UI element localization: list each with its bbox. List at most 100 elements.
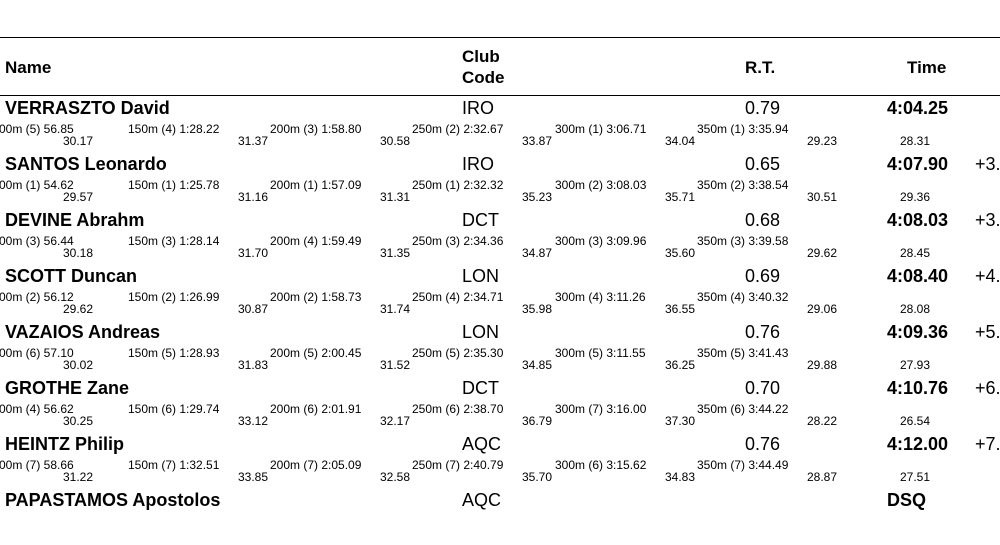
final-time: 4:08.40 (887, 266, 949, 286)
split-cell: 350m (7) 3:44.49 28.87 (697, 459, 837, 489)
split-label: 300m (5) 3:11.55 (555, 346, 646, 360)
time-behind: +4. (975, 266, 1000, 286)
split-lap-time: 31.31 (379, 190, 410, 204)
result-row: GROTHE Zane DCT 0.70 4:10.76 +6. 00m (4) 56.6… (0, 377, 1000, 433)
split-cell: 00m (5) 56.85 30.17 (0, 123, 93, 153)
split-label: 200m (3) 1:58.80 (270, 122, 362, 136)
split-label: 350m (1) 3:35.94 (697, 122, 789, 136)
split-lap-time: 35.23 (521, 190, 552, 204)
club-code: AQC (462, 490, 502, 510)
split-label: 00m (6) 57.10 (0, 346, 74, 360)
split-lap-time: 35.70 (521, 470, 552, 484)
split-lap-time: 31.16 (237, 190, 268, 204)
swimmer-name: VAZAIOS Andreas (5, 322, 161, 342)
split-cell: 300m (3) 3:09.96 35.60 (555, 235, 695, 265)
split-cell: 150m (7) 1:32.51 33.85 (128, 459, 268, 489)
split-label: 350m (4) 3:40.32 (697, 290, 789, 304)
split-lap-time: 28.22 (806, 414, 837, 428)
club-code: AQC (462, 434, 502, 454)
final-time: 4:08.03 (887, 210, 949, 230)
split-cell: 250m (7) 2:40.79 35.70 (412, 459, 552, 489)
reaction-time: 0.68 (745, 210, 781, 230)
split-cell: 200m (6) 2:01.91 32.17 (270, 403, 410, 433)
split-lap-time: 36.79 (521, 414, 552, 428)
split-label: 350m (3) 3:39.58 (697, 234, 789, 248)
split-cell: 200m (5) 2:00.45 31.52 (270, 347, 410, 377)
split-lap-time: 36.55 (664, 302, 695, 316)
swimmer-name: SANTOS Leonardo (5, 154, 167, 174)
split-cell: 150m (6) 1:29.74 33.12 (128, 403, 268, 433)
split-label: 150m (7) 1:32.51 (128, 458, 220, 472)
split-cell: 300m (1) 3:06.71 34.04 (555, 123, 695, 153)
result-row: VAZAIOS Andreas LON 0.76 4:09.36 +5. 00m (6) … (0, 321, 1000, 377)
split-lap-time: 35.98 (521, 302, 552, 316)
split-cell: 350m (4) 3:40.32 29.06 (697, 291, 837, 321)
split-label: 00m (2) 56.12 (0, 290, 74, 304)
split-cell: 150m (1) 1:25.78 31.16 (128, 179, 268, 209)
swimmer-name: SCOTT Duncan (5, 266, 138, 286)
split-lap-time: 29.62 (806, 246, 837, 260)
swimmer-name: PAPASTAMOS Apostolos (5, 490, 221, 510)
last-lap-time: 27.51 (900, 470, 931, 484)
split-cell: 350m (6) 3:44.22 28.22 (697, 403, 837, 433)
final-time: 4:04.25 (887, 98, 949, 118)
split-label: 350m (2) 3:38.54 (697, 178, 789, 192)
split-lap-time: 36.25 (664, 358, 695, 372)
club-code: DCT (462, 378, 499, 398)
split-label: 200m (4) 1:59.49 (270, 234, 362, 248)
header-club-line2: Code (462, 68, 505, 87)
split-cell: 250m (2) 2:32.67 33.87 (412, 123, 552, 153)
time-behind: +5. (975, 322, 1000, 342)
time-behind: +3. (975, 210, 1000, 230)
split-cell: 300m (7) 3:16.00 37.30 (555, 403, 695, 433)
reaction-time: 0.76 (745, 322, 781, 342)
reaction-time: 0.76 (745, 434, 781, 454)
time-behind: +6. (975, 378, 1000, 398)
split-cell: 350m (3) 3:39.58 29.62 (697, 235, 837, 265)
split-cell: 00m (2) 56.12 29.62 (0, 291, 93, 321)
swimmer-name: GROTHE Zane (5, 378, 130, 398)
split-lap-time: 37.30 (664, 414, 695, 428)
split-lap-time: 29.88 (806, 358, 837, 372)
split-label: 300m (4) 3:11.26 (555, 290, 646, 304)
result-row: SCOTT Duncan LON 0.69 4:08.40 +4. 00m (2) 56.… (0, 265, 1000, 321)
split-cell: 250m (1) 2:32.32 35.23 (412, 179, 552, 209)
split-lap-time: 34.04 (664, 134, 695, 148)
split-cell: 200m (3) 1:58.80 30.58 (270, 123, 410, 153)
split-label: 250m (1) 2:32.32 (412, 178, 504, 192)
split-cell: 250m (3) 2:34.36 34.87 (412, 235, 552, 265)
split-cell: 200m (2) 1:58.73 31.74 (270, 291, 410, 321)
split-label: 300m (2) 3:08.03 (555, 178, 647, 192)
split-lap-time: 35.60 (664, 246, 695, 260)
split-cell: 150m (5) 1:28.93 31.83 (128, 347, 268, 377)
split-label: 350m (5) 3:41.43 (697, 346, 789, 360)
split-label: 200m (5) 2:00.45 (270, 346, 362, 360)
split-lap-time: 33.87 (521, 134, 552, 148)
split-cell: 00m (3) 56.44 30.18 (0, 235, 93, 265)
split-cell: 250m (6) 2:38.70 36.79 (412, 403, 552, 433)
split-lap-time: 34.85 (521, 358, 552, 372)
split-lap-time: 31.70 (237, 246, 268, 260)
split-label: 150m (4) 1:28.22 (128, 122, 220, 136)
split-label: 250m (5) 2:35.30 (412, 346, 504, 360)
reaction-time: 0.65 (745, 154, 781, 174)
club-code: LON (462, 322, 500, 342)
split-lap-time: 31.52 (379, 358, 410, 372)
split-label: 300m (3) 3:09.96 (555, 234, 647, 248)
split-label: 00m (7) 58.66 (0, 458, 74, 472)
split-lap-time: 33.85 (237, 470, 268, 484)
result-row: PAPASTAMOS Apostolos AQC DSQ (0, 489, 1000, 545)
split-cell: 00m (6) 57.10 30.02 (0, 347, 93, 377)
club-code: IRO (462, 154, 495, 174)
split-lap-time: 29.06 (806, 302, 837, 316)
split-lap-time: 32.17 (379, 414, 410, 428)
split-label: 350m (6) 3:44.22 (697, 402, 789, 416)
split-label: 150m (2) 1:26.99 (128, 290, 220, 304)
split-lap-time: 29.62 (62, 302, 93, 316)
club-code: IRO (462, 98, 495, 118)
reaction-time: 0.79 (745, 98, 781, 118)
top-rule (0, 37, 1000, 38)
header-club-line1: Club (462, 47, 500, 66)
split-lap-time: 29.57 (62, 190, 93, 204)
split-lap-time: 30.87 (237, 302, 268, 316)
